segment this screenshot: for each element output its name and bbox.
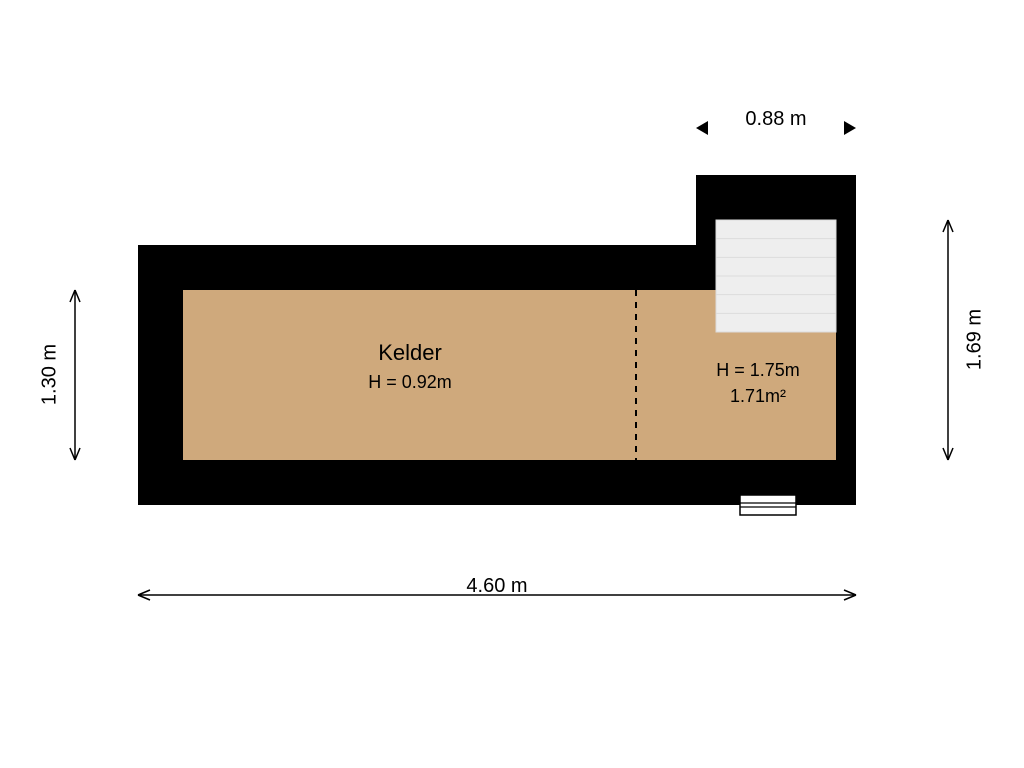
floorplan-svg <box>0 0 1024 768</box>
dimension-bottom-label: 4.60 m <box>417 575 577 598</box>
dimension-left-label: 1.30 m <box>39 335 62 415</box>
room-main-height-label: H = 0.92m <box>330 372 490 393</box>
floorplan-stage: Kelder H = 0.92m H = 1.75m 1.71m² 0.88 m… <box>0 0 1024 768</box>
room-side-area-label: 1.71m² <box>678 386 838 407</box>
dimension-right-label: 1.69 m <box>964 300 987 380</box>
room-main-title: Kelder <box>330 340 490 366</box>
room-side-height-label: H = 1.75m <box>678 360 838 381</box>
dimension-top-label: 0.88 m <box>696 108 856 131</box>
door <box>740 495 796 515</box>
stairs <box>716 220 836 332</box>
